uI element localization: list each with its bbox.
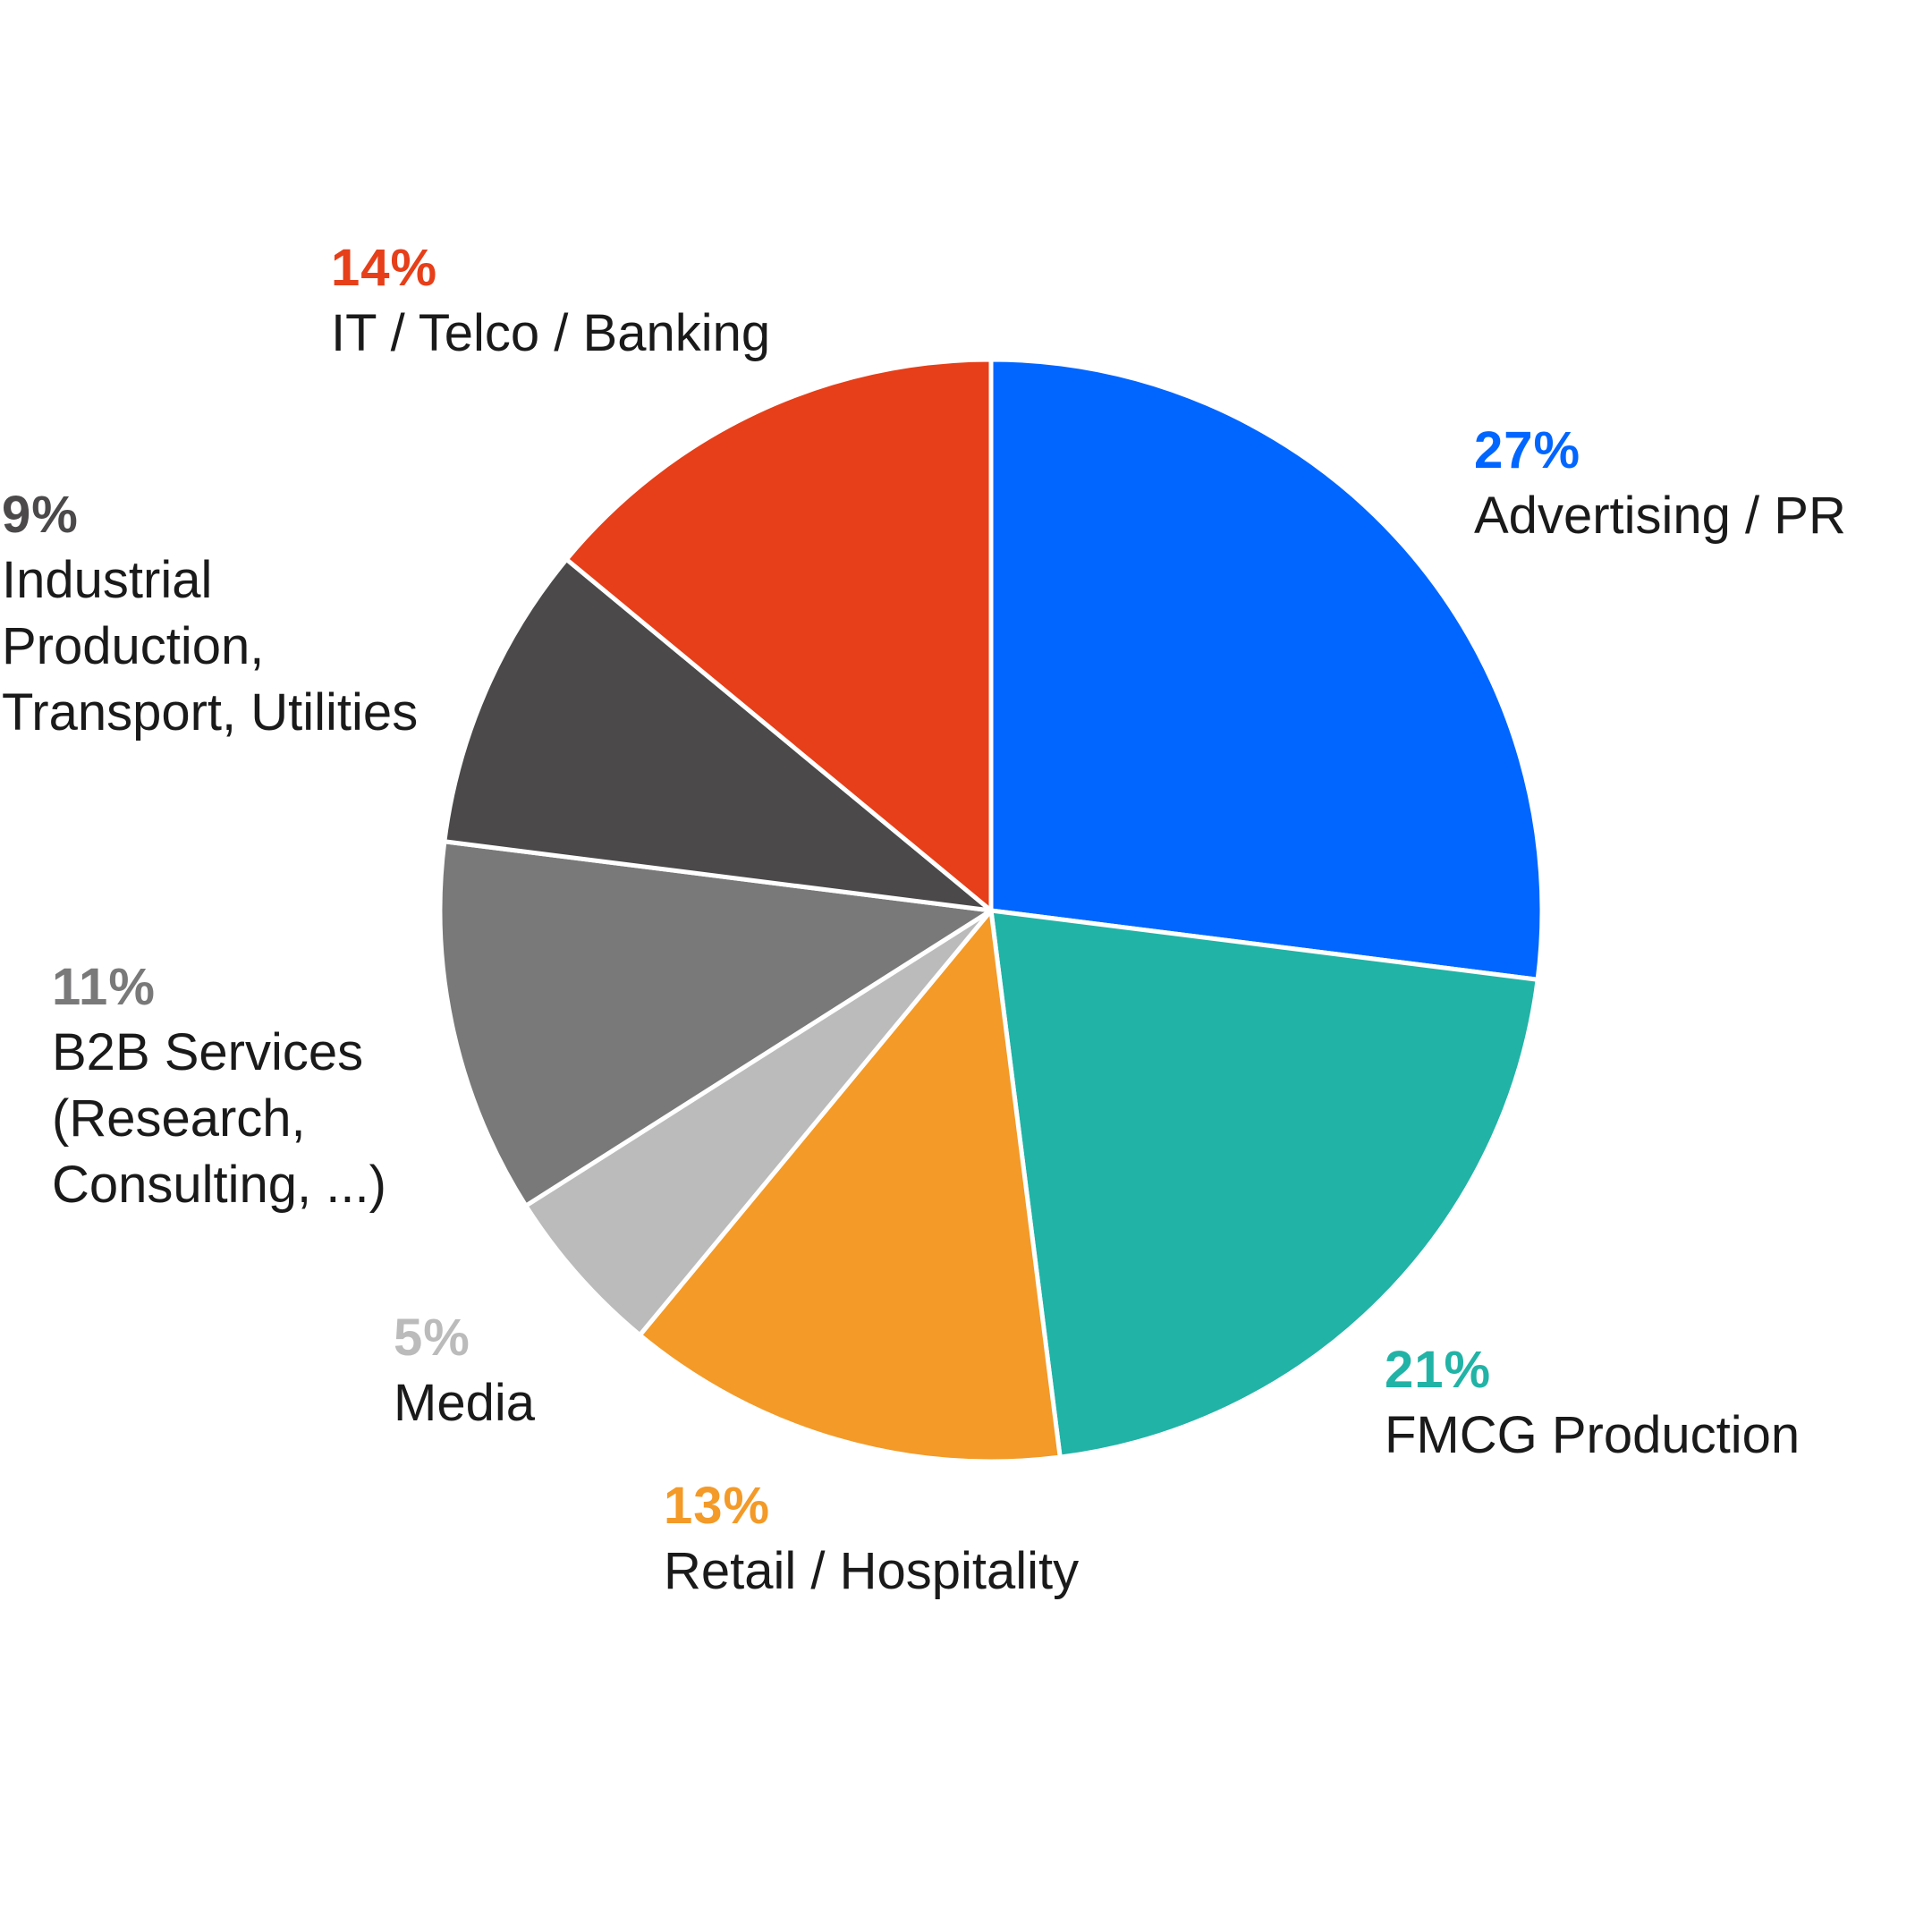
slice-percent-fmcg: 21%: [1385, 1341, 1492, 1399]
slice-percent-advertising: 27%: [1474, 421, 1581, 479]
slice-label-fmcg: 21% FMCG Production: [1385, 1338, 1800, 1469]
pie-slice-0: [988, 357, 1545, 982]
slice-label-retail: 13% Retail / Hospitality: [664, 1474, 1079, 1605]
slice-percent-b2b: 11%: [52, 958, 156, 1016]
slice-label-media: 5% Media: [394, 1306, 535, 1436]
slice-percent-retail: 13%: [664, 1477, 771, 1535]
slice-name-industrial: Industrial Production, Transport, Utilit…: [2, 551, 419, 741]
slice-name-advertising: Advertising / PR: [1474, 487, 1846, 545]
slice-name-it: IT / Telco / Banking: [331, 304, 771, 362]
slice-label-b2b: 11% B2B Services (Research, Consulting, …: [52, 955, 386, 1218]
slice-percent-industrial: 9%: [2, 486, 79, 544]
slice-label-advertising: 27% Advertising / PR: [1474, 419, 1846, 549]
slice-name-b2b: B2B Services (Research, Consulting, ...): [52, 1023, 386, 1214]
slice-label-industrial: 9% Industrial Production, Transport, Uti…: [2, 483, 418, 746]
slice-percent-media: 5%: [394, 1309, 470, 1367]
pie-slice-3: [523, 908, 994, 1338]
slice-name-fmcg: FMCG Production: [1385, 1406, 1801, 1464]
pie-slice-6: [564, 357, 994, 913]
slice-percent-it: 14%: [331, 239, 438, 297]
pie-slice-1: [988, 908, 1540, 1460]
slice-label-it: 14% IT / Telco / Banking: [331, 236, 770, 367]
slice-name-retail: Retail / Hospitality: [664, 1542, 1080, 1600]
pie-slice-4: [437, 839, 994, 1208]
pie-slice-2: [637, 908, 1063, 1464]
pie-slice-5: [442, 556, 994, 913]
slice-name-media: Media: [394, 1374, 535, 1432]
